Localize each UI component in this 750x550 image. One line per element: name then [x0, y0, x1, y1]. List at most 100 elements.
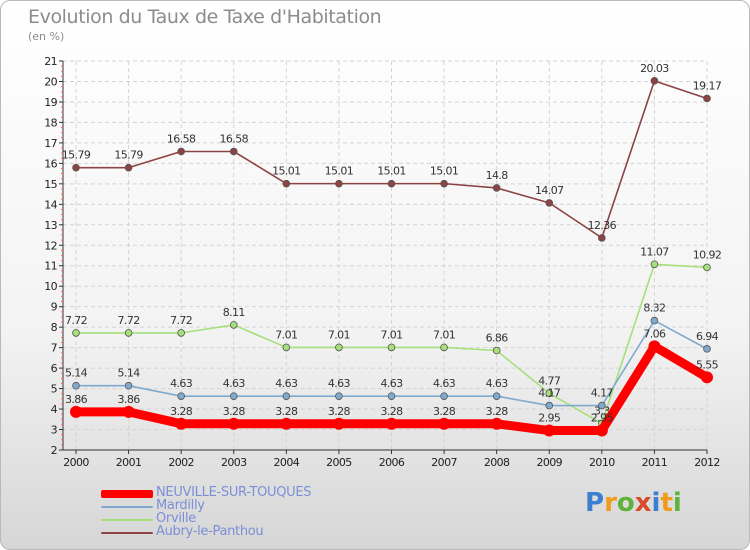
data-point: [72, 381, 80, 390]
data-label: 4.63: [223, 377, 246, 390]
y-tick-label: 11: [44, 260, 57, 273]
data-label: 2.95: [591, 412, 614, 425]
data-label: 7.72: [170, 314, 192, 327]
y-tick-label: 15: [44, 178, 57, 191]
data-point: [177, 147, 185, 156]
data-point: [492, 184, 501, 192]
data-point: [229, 321, 238, 329]
data-label: 11.07: [640, 245, 669, 258]
y-tick-label: 16: [44, 157, 57, 170]
data-point: [70, 405, 82, 418]
data-point: [545, 199, 554, 207]
data-point: [492, 392, 501, 400]
x-tick-label: 2001: [116, 456, 142, 469]
legend-swatch: [101, 506, 153, 508]
data-point: [703, 263, 711, 272]
x-tick-label: 2007: [431, 456, 457, 469]
x-tick-label: 2000: [63, 456, 89, 469]
x-tick-label: 2011: [642, 456, 668, 469]
data-point: [229, 147, 238, 156]
logo-letter: i: [672, 488, 682, 518]
data-point: [703, 94, 711, 103]
x-tick-label: 2005: [326, 456, 352, 469]
data-point: [282, 343, 291, 352]
data-label: 15.01: [377, 165, 406, 178]
y-tick-label: 3: [51, 424, 58, 437]
data-point: [545, 389, 554, 398]
y-tick-label: 20: [44, 75, 57, 88]
data-point: [543, 424, 556, 437]
data-point: [387, 392, 396, 400]
y-tick-label: 18: [44, 116, 57, 129]
data-label: 15.01: [325, 165, 354, 178]
data-label: 7.72: [118, 314, 140, 327]
data-point: [335, 179, 343, 188]
data-point: [177, 392, 185, 400]
data-point: [282, 179, 291, 188]
data-label: 5.55: [696, 358, 719, 371]
x-tick-label: 2012: [694, 456, 720, 469]
logo-letter: i: [651, 488, 661, 518]
data-label: 14.8: [486, 169, 509, 182]
data-label: 4.63: [328, 377, 351, 390]
y-tick-label: 12: [44, 239, 57, 252]
data-point: [177, 329, 185, 337]
data-label: 3.28: [433, 405, 456, 418]
data-point: [175, 417, 188, 430]
x-tick-label: 2006: [379, 456, 405, 469]
legend-label: Aubry-le-Panthou: [156, 524, 264, 539]
y-tick-label: 2: [51, 444, 57, 457]
y-tick-label: 9: [51, 301, 58, 314]
logo-letter: x: [634, 488, 652, 518]
data-label: 3.28: [486, 405, 509, 418]
data-label: 3.28: [223, 405, 246, 418]
legend-label: Mardilly: [156, 498, 205, 513]
data-point: [124, 329, 133, 337]
data-point: [595, 424, 608, 437]
data-label: 7.01: [380, 328, 402, 341]
data-point: [282, 392, 291, 400]
x-tick-label: 2010: [589, 456, 615, 469]
data-point: [438, 417, 451, 430]
legend-swatch: [101, 519, 153, 521]
data-point: [701, 371, 713, 384]
data-point: [72, 329, 80, 337]
data-point: [387, 179, 396, 188]
data-point: [335, 392, 343, 400]
legend-label: Orville: [156, 511, 197, 526]
data-point: [650, 316, 659, 325]
data-point: [335, 343, 343, 352]
data-point: [598, 401, 606, 410]
data-label: 15.79: [62, 149, 91, 162]
data-point: [440, 392, 448, 400]
data-label: 3.28: [275, 405, 298, 418]
data-label: 3.28: [380, 405, 403, 418]
data-label: 16.58: [220, 132, 249, 145]
data-label: 4.17: [538, 387, 561, 400]
data-point: [650, 260, 659, 269]
x-tick-label: 2002: [168, 456, 194, 469]
data-label: 15.01: [430, 165, 459, 178]
data-label: 5.14: [65, 367, 88, 380]
y-tick-label: 13: [44, 219, 57, 232]
data-point: [124, 163, 133, 172]
data-point: [280, 417, 293, 430]
data-label: 4.17: [591, 387, 614, 400]
chart-subtitle: (en %): [28, 30, 65, 43]
data-point: [72, 163, 80, 172]
y-tick-label: 6: [51, 362, 58, 375]
y-tick-label: 8: [51, 321, 58, 334]
data-label: 19.17: [693, 79, 722, 92]
legend-swatch: [101, 490, 153, 498]
data-label: 2.95: [538, 412, 561, 425]
data-label: 4.63: [380, 377, 403, 390]
data-point: [332, 417, 345, 430]
data-label: 12.36: [588, 219, 617, 232]
data-label: 6.86: [486, 331, 509, 344]
data-label: 7.01: [275, 328, 297, 341]
y-tick-label: 14: [44, 198, 57, 211]
data-label: 3.86: [65, 393, 88, 406]
data-label: 7.01: [328, 328, 350, 341]
